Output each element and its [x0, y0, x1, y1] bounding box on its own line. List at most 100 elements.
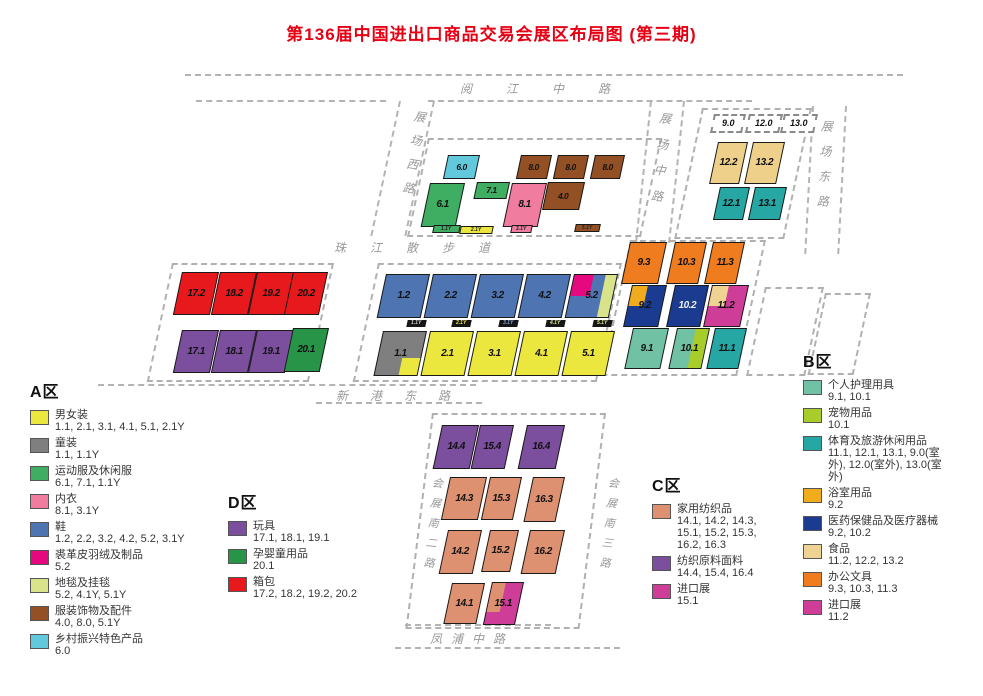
- hall-label: 5.2: [585, 290, 598, 301]
- hall-label: 3.1Y: [503, 320, 514, 326]
- hall-label: 8.0: [528, 161, 540, 172]
- outdoor-area-12.0[interactable]: 12.0: [744, 114, 784, 133]
- hall-4.1Y-link[interactable]: 4.1Y: [545, 320, 566, 327]
- legend-zone-a: A区 男女装 1.1, 2.1, 3.1, 4.1, 5.1, 2.1Y 童装 1.…: [30, 378, 213, 661]
- legend-item: 进口展 15.1: [652, 583, 779, 607]
- hall-3.1Y-link[interactable]: 3.1Y: [498, 320, 519, 327]
- legend-item: 体育及旅游休闲用品 11.1, 12.1, 13.1, 9.0(室外), 12.0…: [803, 435, 944, 483]
- hall-label: 17.2: [187, 287, 205, 299]
- legend-item: 浴室用品 9.2: [803, 487, 944, 511]
- outdoor-area-9.0[interactable]: 9.0: [709, 114, 747, 133]
- hall-label: 15.1: [494, 597, 513, 609]
- legend-a-title: A区: [30, 384, 60, 401]
- hall-6.0[interactable]: 6.0: [442, 155, 480, 179]
- legend-item-codes: 17.1, 18.1, 19.1: [253, 532, 330, 544]
- hall-label: 6.1: [436, 199, 450, 210]
- road-line: [98, 384, 476, 386]
- legend-item-codes: 5.2: [55, 561, 71, 573]
- legend-swatch: [803, 488, 822, 503]
- hall-label: 1.1: [394, 347, 407, 359]
- legend-item-name: 进口展: [828, 599, 861, 611]
- legend-item-codes: 11.2: [828, 611, 849, 623]
- hall-label: 16.4: [532, 441, 551, 452]
- hall-2.1Y[interactable]: 2.1Y: [459, 226, 494, 234]
- legend-swatch: [803, 408, 822, 423]
- hall-8.0[interactable]: 8.0: [515, 155, 552, 179]
- legend-swatch: [30, 634, 49, 649]
- hall-label: 3.1Y: [516, 225, 527, 232]
- legend-swatch: [30, 494, 49, 509]
- hall-8.0[interactable]: 8.0: [589, 155, 625, 179]
- legend-item-codes: 1.2, 2.2, 3.2, 4.2, 5.2, 3.1Y: [55, 533, 185, 545]
- hall-label: 10.1: [680, 342, 698, 354]
- hall-7.1[interactable]: 7.1: [473, 182, 510, 199]
- road-label-huizhan-south-3: 会展南三路: [596, 476, 621, 578]
- legend-swatch: [228, 521, 247, 536]
- hall-4.2[interactable]: 4.2: [517, 274, 571, 318]
- legend-item-name: 个人护理用具: [828, 379, 894, 391]
- hall-label: 13.1: [758, 197, 777, 209]
- hall-label: 12.2: [719, 157, 738, 168]
- road-label-yuejiang: 阅江中路: [460, 82, 645, 96]
- road-line: [196, 100, 386, 102]
- legend-item-name: 裘革皮羽绒及制品: [55, 549, 143, 561]
- hall-label: 10.2: [678, 300, 697, 311]
- legend-item-codes: 1.1, 2.1, 3.1, 4.1, 5.1, 2.1Y: [55, 421, 185, 433]
- road-label-fengpu: 凤浦中路: [430, 632, 515, 646]
- legend-swatch: [803, 600, 822, 615]
- legend-a-items: 男女装 1.1, 2.1, 3.1, 4.1, 5.1, 2.1Y 童装 1.1, …: [30, 409, 213, 657]
- legend-c-title: C区: [652, 478, 682, 495]
- legend-item: 服装饰物及配件 4.0, 8.0, 5.1Y: [30, 605, 213, 629]
- road-line: [316, 402, 482, 404]
- legend-swatch: [228, 577, 247, 592]
- hall-label: 8.0: [602, 161, 613, 172]
- legend-item: 童装 1.1, 1.1Y: [30, 437, 213, 461]
- hall-1.2[interactable]: 1.2: [376, 274, 430, 318]
- hall-label: 15.4: [483, 441, 502, 452]
- legend-item-name: 进口展: [677, 583, 710, 595]
- hall-2.1Y-link[interactable]: 2.1Y: [451, 320, 472, 327]
- page-title: 第136届中国进出口商品交易会展区布局图 (第三期): [286, 25, 697, 44]
- hall-5.1Y[interactable]: 5.1Y: [574, 224, 601, 232]
- outdoor-area-13.0[interactable]: 13.0: [779, 114, 819, 133]
- hall-label: 13.0: [790, 118, 808, 128]
- legend-swatch: [652, 504, 671, 519]
- legend-swatch: [30, 606, 49, 621]
- hall-label: 7.1: [486, 185, 497, 196]
- hall-label: 9.1: [640, 342, 653, 354]
- hall-5.2[interactable]: 5.2: [564, 274, 618, 318]
- hall-3.1Y[interactable]: 3.1Y: [510, 225, 533, 233]
- legend-item-codes: 5.2, 4.1Y, 5.1Y: [55, 589, 127, 601]
- hall-1.1Y[interactable]: 1.1Y: [432, 225, 461, 233]
- hall-1.1Y-link[interactable]: 1.1Y: [406, 320, 427, 327]
- hall-label: 19.2: [262, 287, 280, 299]
- legend-item-codes: 9.2, 10.2: [828, 527, 871, 539]
- road-line: [405, 624, 551, 626]
- hall-label: 4.2: [538, 290, 551, 301]
- hall-3.2[interactable]: 3.2: [470, 274, 524, 318]
- legend-item-name: 箱包: [253, 576, 275, 588]
- hall-2.2[interactable]: 2.2: [423, 274, 477, 318]
- legend-item: 玩具 17.1, 18.1, 19.1: [228, 520, 393, 544]
- hall-label: 5.1Y: [582, 224, 593, 231]
- hall-label: 3.2: [491, 290, 504, 301]
- legend-item-name: 男女装: [55, 409, 88, 421]
- legend-item: 地毯及挂毯 5.2, 4.1Y, 5.1Y: [30, 577, 213, 601]
- legend-item: 个人护理用具 9.1, 10.1: [803, 379, 944, 403]
- hall-5.1Y-link[interactable]: 5.1Y: [592, 320, 613, 327]
- legend-item: 运动服及休闲服 6.1, 7.1, 1.1Y: [30, 465, 213, 489]
- legend-item: 家用纺织品 14.1, 14.2, 14.3, 15.1, 15.2, 15.3,…: [652, 503, 779, 551]
- legend-swatch: [30, 550, 49, 565]
- legend-swatch: [30, 410, 49, 425]
- hall-4.0[interactable]: 4.0: [542, 182, 585, 210]
- hall-8.0[interactable]: 8.0: [552, 155, 589, 179]
- legend-item: 办公文具 9.3, 10.3, 11.3: [803, 571, 944, 595]
- legend-zone-b: B区 个人护理用具 9.1, 10.1 宠物用品 10.1 体育及旅游休闲用品 11.…: [803, 348, 944, 627]
- hall-label: 13.2: [755, 157, 774, 168]
- road-line: [428, 100, 752, 102]
- hall-label: 1.2: [397, 290, 410, 301]
- hall-20.1[interactable]: 20.1: [283, 328, 329, 372]
- hall-label: 14.1: [455, 597, 473, 609]
- legend-b-title: B区: [803, 354, 833, 371]
- hall-label: 4.1Y: [550, 320, 561, 326]
